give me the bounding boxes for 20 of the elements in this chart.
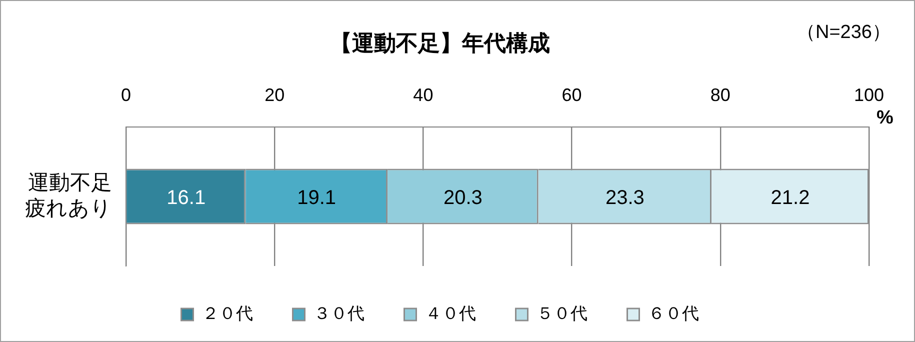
legend-label: ６０代 xyxy=(648,304,699,324)
x-tick-label: 60 xyxy=(562,85,582,106)
legend-label: ５０代 xyxy=(536,304,588,324)
data-label: 19.1 xyxy=(297,187,336,210)
x-tick-label: 20 xyxy=(264,85,285,106)
chart-title: 【運動不足】年代構成 xyxy=(330,30,550,56)
data-label: 23.3 xyxy=(605,187,644,210)
legend-label: ４０代 xyxy=(424,304,476,324)
x-tick-label: 80 xyxy=(710,85,730,106)
data-label: 16.1 xyxy=(166,187,206,210)
legend-label: ２０代 xyxy=(202,304,253,324)
data-label: 21.2 xyxy=(770,187,810,210)
text: （N=236） xyxy=(796,22,891,44)
legend-label: ３０代 xyxy=(313,304,364,324)
x-tick-label: 100 xyxy=(854,85,884,106)
x-tick-label: 40 xyxy=(413,85,434,106)
y-tick-label: 運動不足疲れあり xyxy=(25,172,112,220)
x-axis-title: % xyxy=(876,108,894,129)
data-label: 20.3 xyxy=(443,187,482,210)
x-tick-label: 0 xyxy=(120,85,132,106)
